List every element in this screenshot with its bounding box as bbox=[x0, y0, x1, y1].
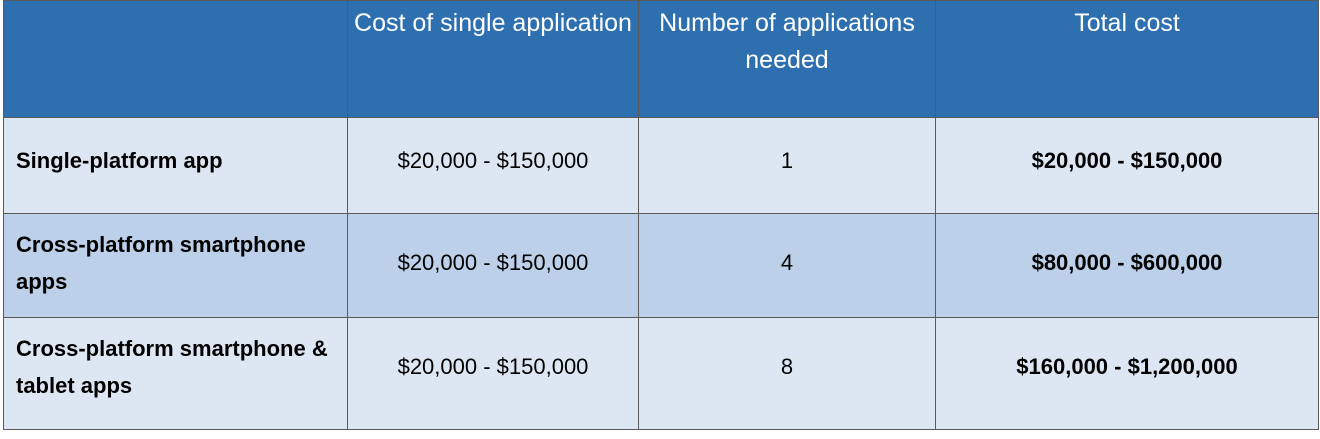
table-row: Single-platform app $20,000 - $150,000 1… bbox=[3, 117, 1319, 214]
header-cell-cost-single: Cost of single application bbox=[347, 0, 639, 118]
cost-comparison-table: Cost of single application Number of app… bbox=[3, 0, 1319, 430]
table-row: Cross-platform smartphone apps $20,000 -… bbox=[3, 213, 1319, 318]
header-cell-total-cost: Total cost bbox=[935, 0, 1319, 118]
applications-count-cell: 1 bbox=[638, 117, 936, 214]
single-cost-cell: $20,000 - $150,000 bbox=[347, 213, 639, 318]
header-label: Total cost bbox=[1074, 9, 1180, 37]
single-cost-cell: $20,000 - $150,000 bbox=[347, 317, 639, 430]
row-label: Cross-platform smartphone & tablet apps bbox=[3, 317, 348, 430]
single-cost-cell: $20,000 - $150,000 bbox=[347, 117, 639, 214]
header-row: Cost of single application Number of app… bbox=[3, 0, 1319, 118]
table-body: Single-platform app $20,000 - $150,000 1… bbox=[3, 117, 1319, 430]
total-cost-cell: $20,000 - $150,000 bbox=[935, 117, 1319, 214]
row-label: Cross-platform smartphone apps bbox=[3, 213, 348, 318]
header-cell-number-needed: Number of applications needed bbox=[638, 0, 936, 118]
header-label: Cost of single application bbox=[354, 9, 632, 37]
row-label: Single-platform app bbox=[3, 117, 348, 214]
table-header: Cost of single application Number of app… bbox=[3, 0, 1319, 118]
table-row: Cross-platform smartphone & tablet apps … bbox=[3, 317, 1319, 430]
applications-count-cell: 8 bbox=[638, 317, 936, 430]
applications-count-cell: 4 bbox=[638, 213, 936, 318]
header-cell-empty bbox=[3, 0, 348, 118]
total-cost-cell: $160,000 - $1,200,000 bbox=[935, 317, 1319, 430]
total-cost-cell: $80,000 - $600,000 bbox=[935, 213, 1319, 318]
header-label: Number of applications needed bbox=[659, 9, 915, 74]
